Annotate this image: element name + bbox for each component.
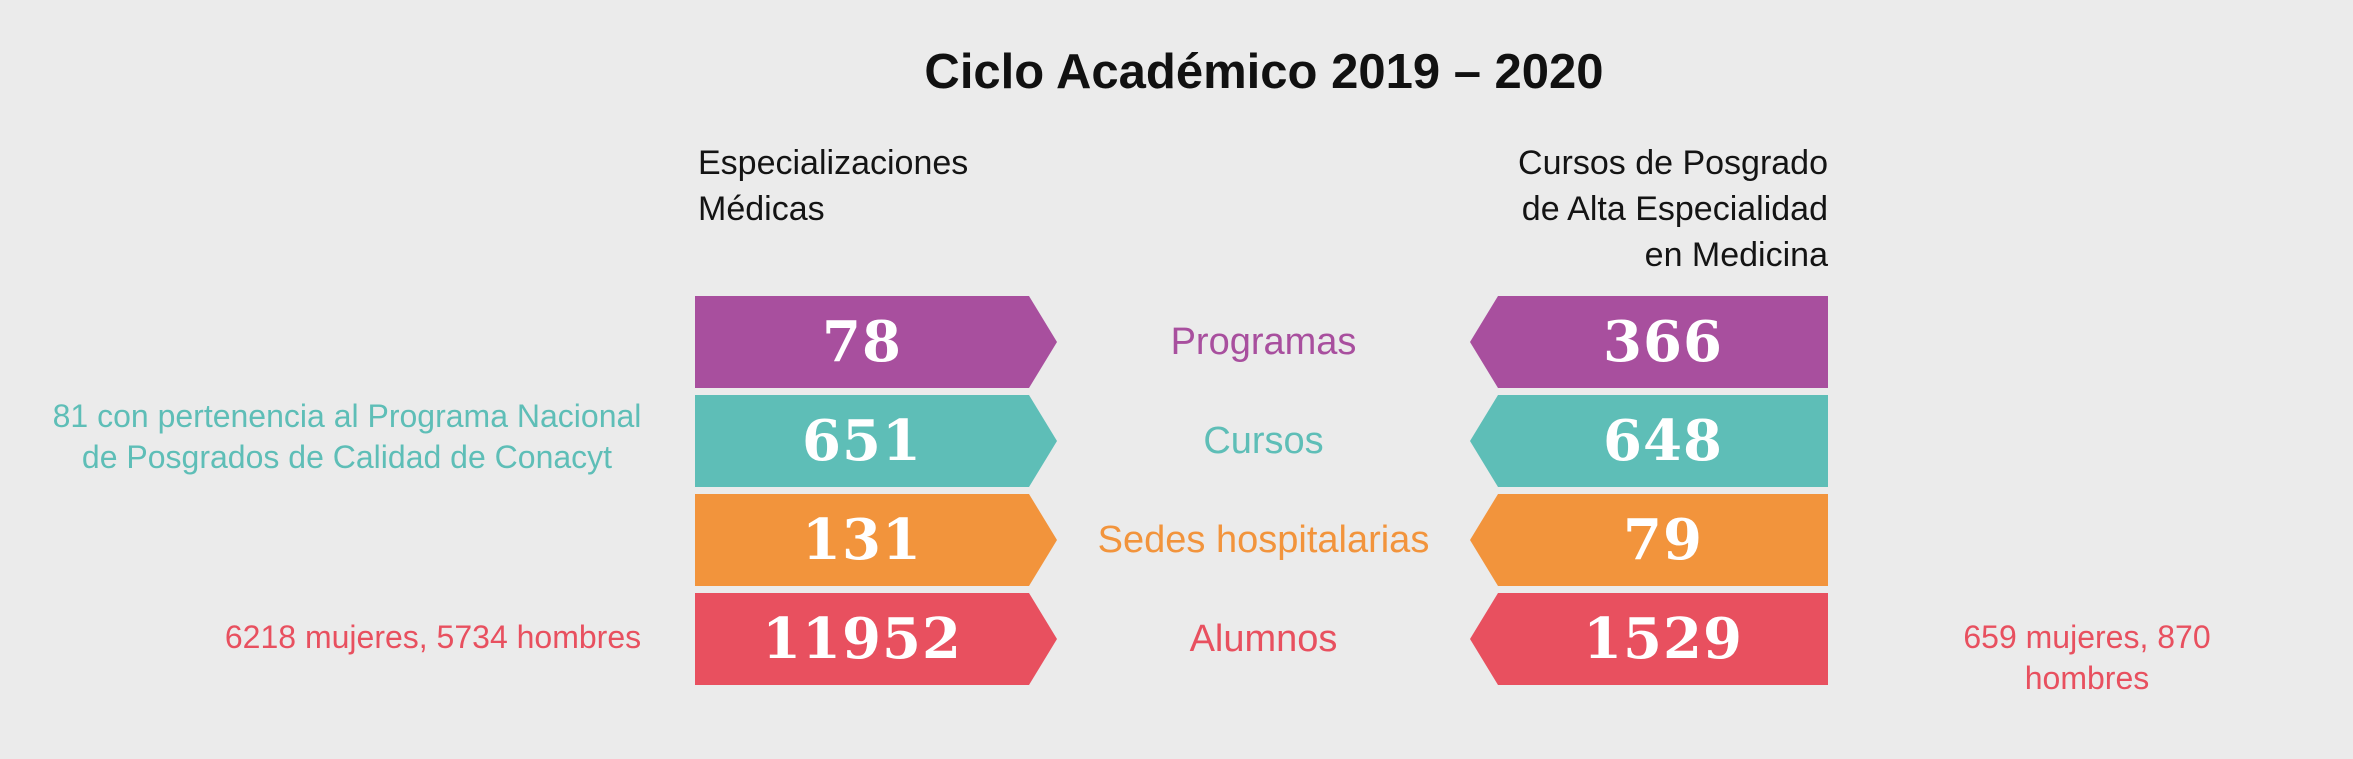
value-arrow-left-alumnos: 11952 (695, 593, 1057, 685)
annotation-alumnos-left: 6218 mujeres, 5734 hombres (224, 619, 642, 655)
metric-row-sedes: 131 Sedes hospitalarias 79 (0, 494, 2353, 586)
value-right-programas: 366 (1603, 309, 1723, 375)
row-label-programas: Programas (1170, 320, 1357, 363)
annotation-alumnos-right: 659 mujeres, 870 hombres (1963, 619, 2211, 696)
value-arrow-left-cursos: 651 (695, 395, 1057, 487)
page-title: Ciclo Académico 2019 – 2020 (924, 45, 1604, 99)
value-left-cursos: 651 (802, 408, 922, 474)
value-right-cursos: 648 (1603, 408, 1723, 474)
row-label-alumnos: Alumnos (1189, 617, 1338, 660)
value-arrow-right-sedes: 79 (1470, 494, 1828, 586)
value-arrow-right-cursos: 648 (1470, 395, 1828, 487)
column-header-especializaciones: Especializaciones Médicas (698, 144, 969, 228)
value-arrow-left-sedes: 131 (695, 494, 1057, 586)
metric-row-alumnos: 11952 Alumnos 1529 (0, 593, 2353, 685)
value-left-programas: 78 (822, 309, 902, 375)
value-arrow-left-programas: 78 (695, 296, 1057, 388)
metric-row-programas: 78 Programas 366 (0, 296, 2353, 388)
value-arrow-right-programas: 366 (1470, 296, 1828, 388)
value-right-alumnos: 1529 (1583, 606, 1743, 672)
column-header-cursos-posgrado: Cursos de Posgrado de Alta Especialidad … (1518, 144, 1828, 274)
metric-row-cursos: 651 Cursos 648 (0, 395, 2353, 487)
value-left-alumnos: 11952 (762, 606, 962, 672)
value-right-sedes: 79 (1623, 507, 1703, 573)
value-arrow-right-alumnos: 1529 (1470, 593, 1828, 685)
row-label-sedes: Sedes hospitalarias (1097, 518, 1430, 561)
value-left-sedes: 131 (802, 507, 922, 573)
row-label-cursos: Cursos (1203, 419, 1324, 462)
annotation-conacyt: 81 con pertenencia al Programa Nacional … (52, 398, 642, 475)
